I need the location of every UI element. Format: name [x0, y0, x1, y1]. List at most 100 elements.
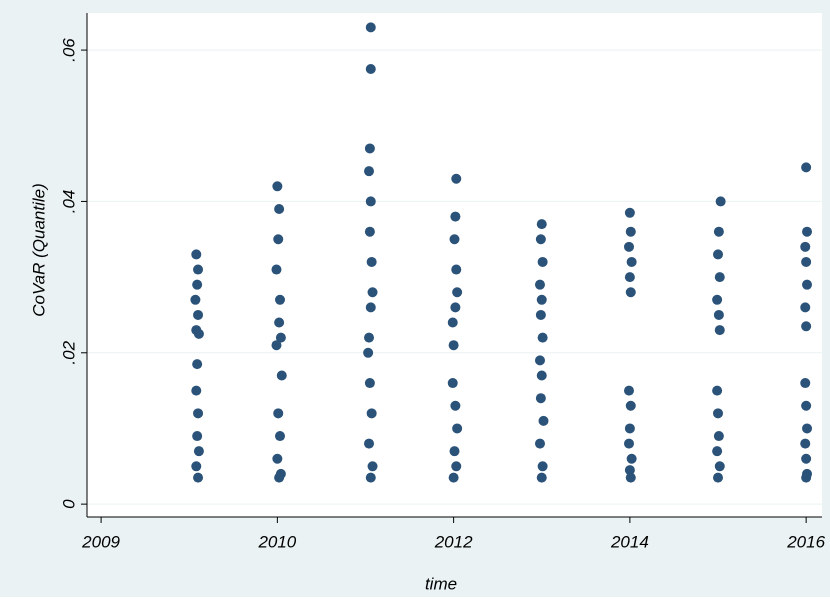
point	[191, 385, 202, 396]
point	[364, 332, 375, 343]
point	[800, 241, 811, 252]
point	[272, 453, 283, 464]
point	[713, 472, 724, 483]
point	[801, 162, 812, 173]
point	[714, 461, 725, 472]
point	[367, 287, 378, 298]
point	[714, 325, 725, 336]
y-tick-label: .02	[59, 340, 78, 364]
point	[626, 453, 637, 464]
point	[535, 234, 546, 245]
point	[534, 279, 545, 290]
point	[272, 181, 283, 192]
point	[801, 321, 812, 332]
point	[452, 287, 463, 298]
point	[802, 226, 813, 237]
point	[450, 302, 461, 313]
point	[365, 196, 376, 207]
point	[193, 264, 204, 275]
point	[801, 400, 812, 411]
point	[626, 256, 637, 267]
point	[715, 196, 726, 207]
point	[365, 472, 376, 483]
point	[801, 453, 812, 464]
point	[192, 431, 203, 442]
point	[625, 226, 636, 237]
point	[364, 226, 375, 237]
point	[625, 400, 636, 411]
point	[366, 256, 377, 267]
point	[623, 241, 634, 252]
x-axis-title: time	[425, 574, 457, 593]
point	[275, 431, 286, 442]
y-tick-label: 0	[59, 499, 78, 509]
point	[193, 328, 204, 339]
point	[451, 173, 462, 184]
point	[450, 211, 461, 222]
point	[275, 332, 286, 343]
point	[536, 472, 547, 483]
point	[193, 309, 204, 320]
x-tick-label: 2014	[610, 532, 649, 551]
point	[448, 472, 459, 483]
point	[271, 340, 282, 351]
x-tick-label: 2010	[257, 532, 296, 551]
point	[449, 446, 460, 457]
point	[537, 256, 548, 267]
point	[623, 385, 634, 396]
point	[451, 461, 462, 472]
point	[713, 226, 724, 237]
point	[364, 166, 375, 177]
point	[712, 385, 723, 396]
point	[800, 302, 811, 313]
point	[536, 219, 547, 230]
point	[365, 64, 376, 74]
y-axis-title: CoVaR (Quantile)	[29, 183, 48, 317]
point	[537, 332, 548, 343]
point	[364, 143, 375, 154]
point	[274, 204, 285, 214]
point	[191, 249, 202, 260]
point	[802, 423, 813, 434]
point	[193, 446, 204, 457]
point	[538, 415, 549, 426]
point	[190, 294, 201, 305]
point	[276, 370, 287, 381]
point	[800, 438, 811, 449]
point	[713, 309, 724, 320]
point	[624, 272, 635, 283]
point	[273, 234, 284, 245]
point	[625, 472, 636, 483]
point	[450, 400, 461, 411]
x-tick-label: 2012	[434, 532, 473, 551]
point	[448, 340, 459, 351]
point	[624, 423, 635, 434]
point	[447, 378, 458, 389]
point	[712, 446, 723, 457]
point	[447, 317, 458, 328]
point	[713, 408, 724, 419]
point	[451, 264, 462, 275]
point	[800, 378, 811, 389]
point	[713, 431, 724, 442]
point	[193, 472, 204, 483]
y-tick-label: .06	[59, 38, 78, 62]
point	[536, 294, 547, 305]
point	[535, 309, 546, 320]
point	[271, 264, 282, 275]
point	[714, 272, 725, 283]
point	[623, 438, 634, 449]
point	[366, 408, 377, 419]
point	[273, 408, 284, 419]
point	[363, 347, 374, 358]
point	[801, 472, 812, 483]
point	[534, 355, 545, 366]
point	[713, 249, 724, 260]
point	[534, 438, 545, 449]
point	[274, 317, 285, 328]
point	[275, 294, 286, 305]
point	[802, 279, 813, 290]
point	[536, 370, 547, 381]
point	[801, 256, 812, 267]
